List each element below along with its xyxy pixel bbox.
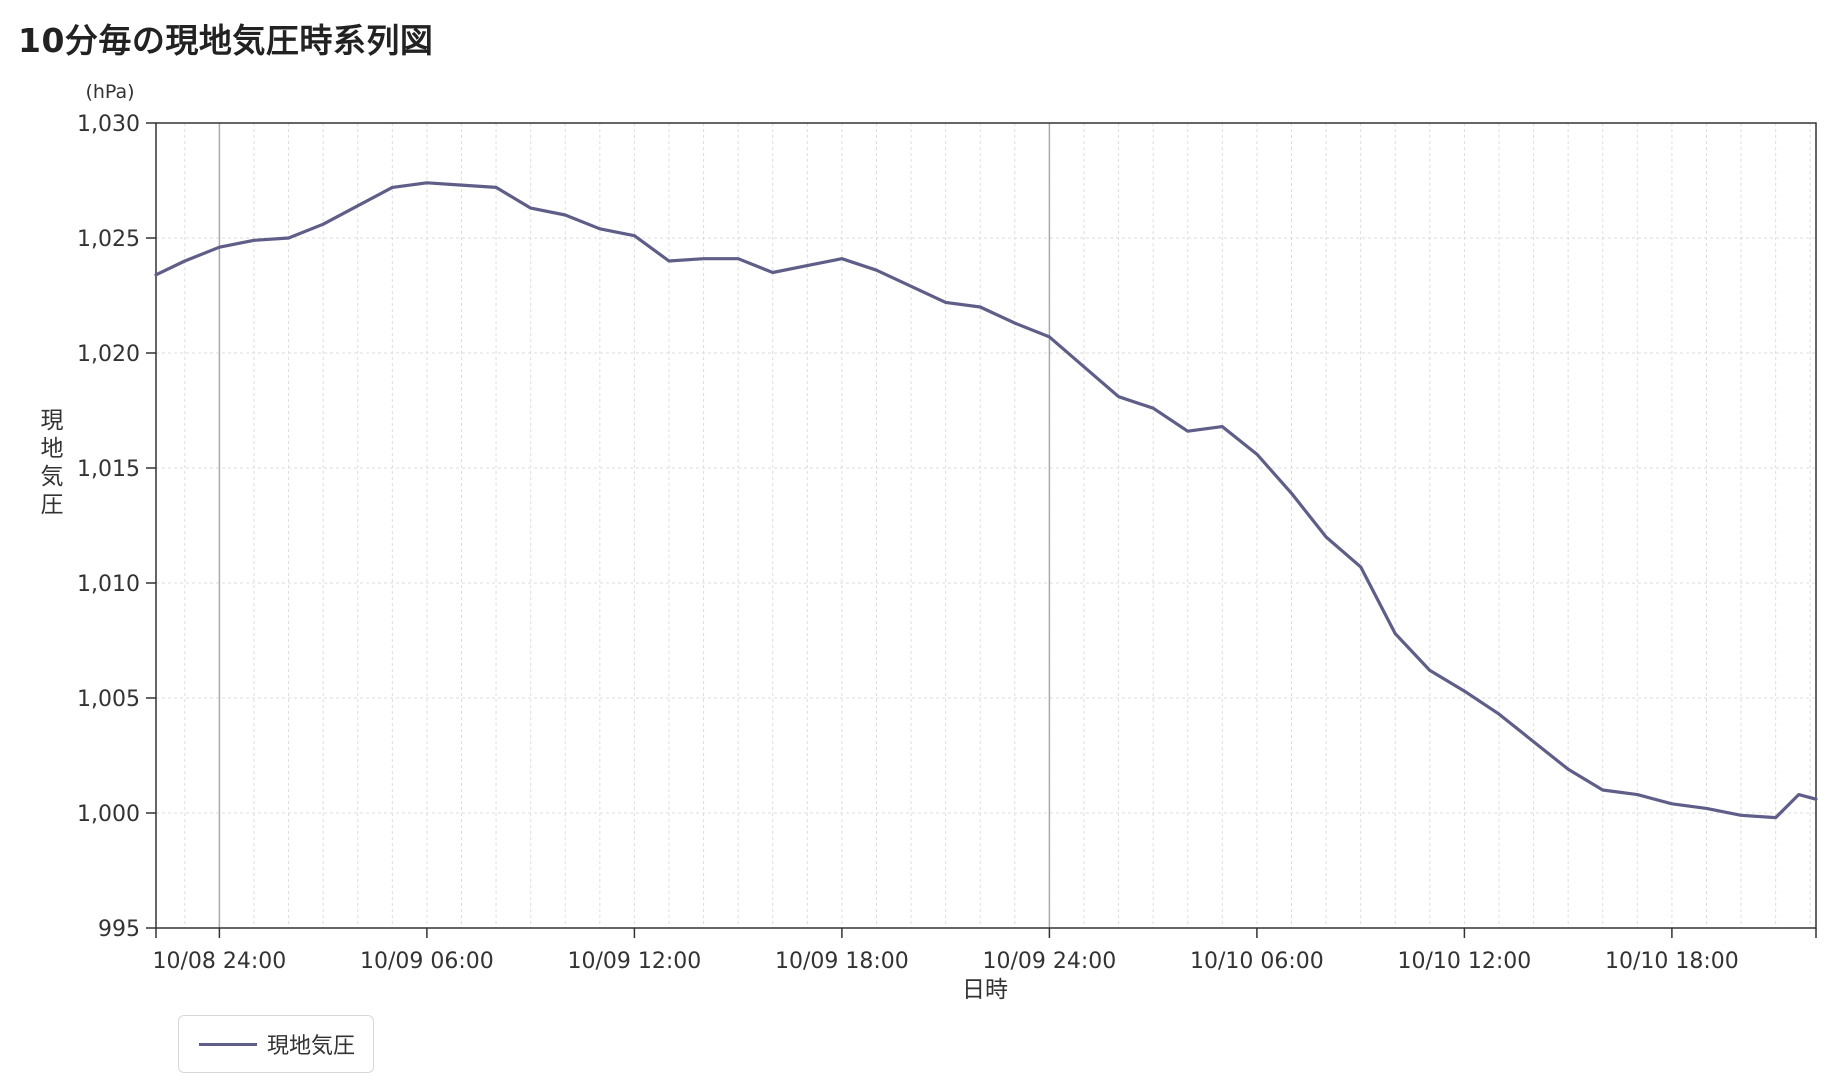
x-tick-label: 10/09 06:00	[360, 949, 494, 974]
legend[interactable]: 現地気圧	[178, 1015, 374, 1073]
series-line-現地気圧	[154, 181, 1818, 820]
x-tick-label: 10/08 24:00	[153, 949, 287, 974]
grid-lines	[156, 122, 1816, 929]
y-tick-label: 1,030	[77, 112, 140, 137]
y-axis-label: 現地気圧	[41, 408, 64, 518]
legend-label: 現地気圧	[267, 1034, 356, 1059]
y-axis-label-char: 圧	[41, 492, 64, 518]
x-tick-label: 10/10 18:00	[1605, 949, 1739, 974]
series-layer	[154, 181, 1818, 820]
y-tick-label: 995	[98, 917, 140, 942]
x-tick-label: 10/09 12:00	[568, 949, 702, 974]
y-tick-label: 1,025	[77, 227, 140, 252]
plot-frame	[155, 122, 1817, 929]
y-tick-label: 1,015	[77, 457, 140, 482]
y-axis-label-char: 現	[41, 408, 64, 434]
y-tick-label: 1,010	[77, 572, 140, 597]
y-tick-label: 1,020	[77, 342, 140, 367]
x-tick-label: 10/09 24:00	[983, 949, 1117, 974]
y-unit-label: (hPa)	[85, 81, 134, 103]
y-tick-label: 1,005	[77, 687, 140, 712]
page-title: 10分毎の現地気圧時系列図	[18, 21, 434, 60]
y-axis-label-char: 気	[41, 464, 64, 490]
x-tick-label: 10/10 12:00	[1398, 949, 1532, 974]
y-axis-label-char: 地	[41, 436, 64, 462]
x-tick-label: 10/10 06:00	[1190, 949, 1324, 974]
y-tick-label: 1,000	[77, 802, 140, 827]
x-axis-label: 日時	[962, 977, 1008, 1003]
x-tick-label: 10/09 18:00	[775, 949, 909, 974]
axes: 995 1,000 1,005 1,010 1,015 1,020 1,025 1,030 10…	[77, 112, 1817, 974]
legend-swatch	[199, 1042, 257, 1046]
